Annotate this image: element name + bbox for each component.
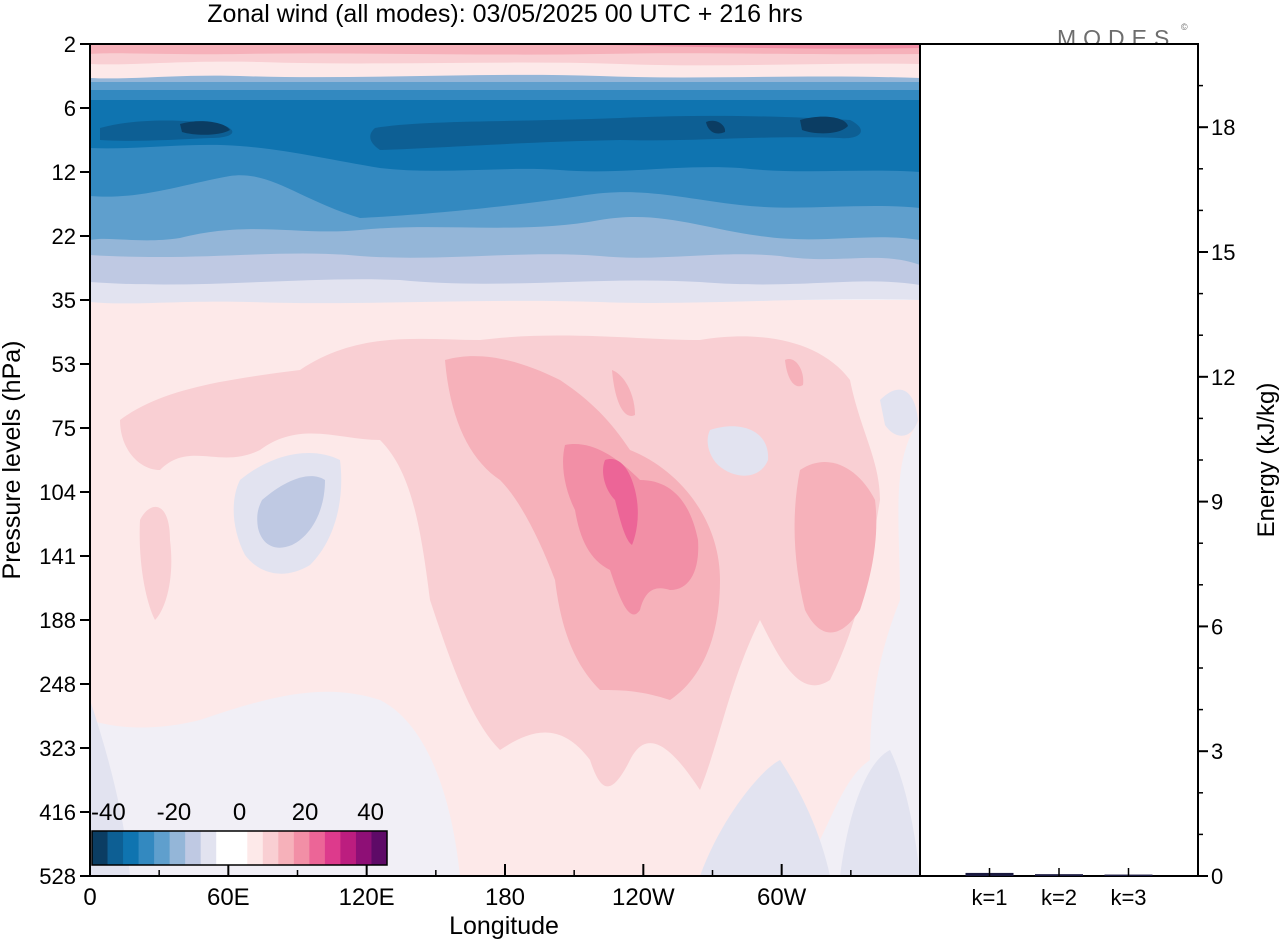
colorbar-swatch: [169, 831, 186, 865]
colorbar-swatch: [107, 831, 124, 865]
x-tick-label: 180: [485, 884, 525, 911]
y-tick-label: 104: [39, 480, 76, 505]
colorbar-swatch: [293, 831, 310, 865]
y-tick-label: 248: [39, 672, 76, 697]
x-tick-label: 60E: [207, 884, 250, 911]
logo-mark: ©: [1181, 22, 1188, 32]
colorbar-swatch: [185, 831, 202, 865]
colorbar-swatch: [123, 831, 140, 865]
y-axis-title: Pressure levels (hPa): [0, 341, 26, 580]
colorbar-swatch: [247, 831, 264, 865]
contour-neg-5c: [880, 389, 918, 436]
y-tick-label: 416: [39, 800, 76, 825]
colorbar: -40 -20 0 20 40: [91, 799, 388, 866]
contour-pos-15d: [785, 359, 804, 387]
energy-bars: k=1 k=2 k=3: [965, 868, 1153, 910]
energy-category-label: k=2: [1041, 885, 1077, 910]
energy-tick-label: 18: [1211, 115, 1235, 140]
contour-neg-10: [257, 476, 325, 548]
contour-neg-5d: [700, 760, 830, 876]
contour-pos-15c: [612, 370, 635, 416]
band-neg-40b: [706, 120, 726, 134]
colorbar-swatch: [138, 831, 155, 865]
y-tick-label: 22: [52, 224, 76, 249]
colorbar-swatch: [371, 831, 388, 865]
colorbar-swatch: [278, 831, 295, 865]
y-tick-label: 75: [52, 416, 76, 441]
colorbar-swatch: [355, 831, 372, 865]
y-tick-label: 141: [39, 544, 76, 569]
negative-contours-troposphere: [90, 389, 920, 876]
contour-neg-5b: [707, 426, 769, 476]
x-tick-label: 120E: [339, 884, 395, 911]
colorbar-tick-label: 20: [292, 799, 319, 826]
y-tick-label: 35: [52, 288, 76, 313]
y-tick-label: 528: [39, 864, 76, 889]
colorbar-swatch: [309, 831, 326, 865]
colorbar-frame: [91, 830, 388, 866]
y-tick-label: 188: [39, 608, 76, 633]
chart-title: Zonal wind (all modes): 03/05/2025 00 UT…: [207, 0, 802, 28]
band-neg-40a: [800, 116, 848, 134]
colorbar-tick-label: -40: [91, 799, 126, 826]
colorbar-tick-label: 40: [357, 799, 384, 826]
y-tick-label: 12: [52, 160, 76, 185]
colorbar-swatch: [340, 831, 357, 865]
energy-tick-label: 6: [1211, 614, 1223, 639]
colorbar-tick-label: -20: [157, 799, 192, 826]
colorbar-swatch: [154, 831, 171, 865]
colorbar-swatch: [231, 831, 248, 865]
stratospheric-bands: [90, 62, 920, 304]
energy-tick-label: 12: [1211, 365, 1235, 390]
colorbar-swatch: [216, 831, 233, 865]
x-tick-label: 120W: [612, 884, 675, 911]
energy-tick-label: 0: [1211, 864, 1223, 889]
energy-panel-frame: [919, 43, 1199, 877]
colorbar-tick-label: 0: [233, 799, 246, 826]
zonal-wind-contour-field: [90, 44, 920, 876]
energy-category-label: k=3: [1110, 885, 1146, 910]
contour-pos-25: [603, 459, 638, 545]
contour-pos-10b: [139, 506, 172, 620]
y-tick-label: 6: [64, 96, 76, 121]
energy-category-label: k=1: [971, 885, 1007, 910]
axes-layer: 0 60E 120E 180 120W 60W2612223553751041411882…: [39, 32, 1235, 911]
band-neg-40c: [180, 121, 230, 135]
energy-axis-title: Energy (kJ/kg): [1253, 383, 1280, 538]
y-tick-label: 2: [64, 32, 76, 57]
upper-positive-bands: [90, 44, 920, 79]
energy-tick-label: 3: [1211, 739, 1223, 764]
x-axis-title: Longitude: [449, 912, 559, 940]
energy-tick-label: 15: [1211, 240, 1235, 265]
contour-neg-5e: [840, 750, 920, 876]
y-tick-label: 53: [52, 352, 76, 377]
x-tick-label: 60W: [757, 884, 807, 911]
colorbar-swatch: [262, 831, 279, 865]
band-neg-35a: [370, 115, 861, 150]
colorbar-swatch: [92, 831, 109, 865]
x-tick-label: 0: [83, 884, 96, 911]
top-band-15: [560, 44, 920, 49]
y-tick-label: 323: [39, 736, 76, 761]
colorbar-swatch: [200, 831, 217, 865]
energy-tick-label: 9: [1211, 490, 1223, 515]
colorbar-swatch: [324, 831, 341, 865]
contour-pos-15b: [794, 461, 877, 633]
